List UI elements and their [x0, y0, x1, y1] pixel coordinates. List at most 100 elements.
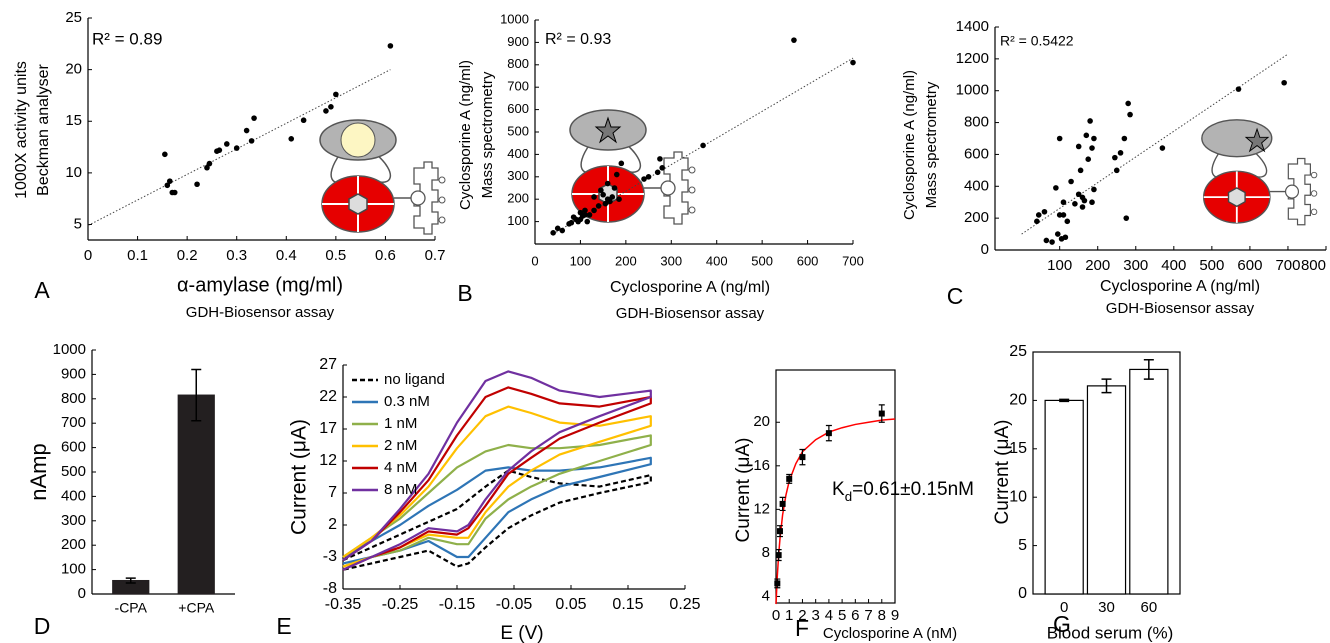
data-point — [1117, 150, 1124, 156]
data-point — [300, 117, 307, 124]
x-tick-label: 100 — [1047, 257, 1072, 274]
cv-curve — [342, 469, 652, 571]
x-tick-label: 1 — [785, 607, 793, 624]
annotation-part: K — [832, 479, 845, 500]
bar — [1044, 399, 1084, 595]
data-point — [1060, 199, 1067, 206]
y-tick-label: 27 — [319, 356, 337, 373]
x-tick-label: 8 — [878, 607, 886, 624]
data-point — [609, 194, 616, 200]
trend-line — [1021, 53, 1289, 235]
data-point — [618, 160, 625, 167]
data-point — [591, 207, 597, 214]
data-point — [791, 37, 797, 43]
y-tick-label: 200 — [507, 191, 529, 206]
data-point — [1054, 231, 1061, 237]
legend-label: 8 nM — [384, 481, 417, 498]
data-point — [1056, 135, 1063, 142]
x-tick-label: 6 — [851, 607, 859, 624]
x-tick-label: -0.25 — [382, 596, 419, 613]
y-tick-label: 200 — [61, 536, 86, 553]
legend-label: 0.3 nM — [384, 393, 430, 410]
annotation-part: =0.61±0.15nM — [852, 479, 974, 500]
y-tick-label: 20 — [753, 413, 770, 430]
y-tick-label: 800 — [507, 56, 529, 71]
data-point — [1077, 167, 1084, 174]
x-tick-label: 0 — [84, 247, 92, 264]
data-point — [248, 138, 255, 144]
y-tick-label: 400 — [61, 487, 86, 504]
data-point — [1035, 212, 1042, 218]
annotation: R² = 0.89 — [92, 29, 162, 48]
x-tick-label: 200 — [1085, 257, 1110, 274]
data-point — [1053, 185, 1059, 191]
y-axis-label: Current (μA) — [733, 438, 754, 543]
y-tick-label: 200 — [964, 209, 989, 226]
x-tick-label: 0.7 — [425, 247, 446, 264]
data-point — [1091, 135, 1097, 142]
cv-curve — [342, 405, 652, 568]
cv-curve — [342, 456, 652, 565]
y-tick-label: 600 — [507, 101, 529, 116]
data-point — [595, 203, 602, 209]
annotation: Kd=0.61±0.15nM — [832, 479, 974, 504]
x-tick-label: -0.15 — [439, 596, 476, 613]
data-point — [602, 200, 609, 207]
panel-label: C — [947, 283, 964, 309]
data-point — [1123, 215, 1130, 221]
x-tick-label: 7 — [864, 607, 872, 624]
bar — [1086, 385, 1127, 595]
x-tick-label: 400 — [706, 253, 728, 268]
y-tick-label: 12 — [753, 500, 770, 517]
x-tick-label: 100 — [570, 253, 592, 268]
x-tick-label: 600 — [797, 253, 819, 268]
y-tick-label: 20 — [65, 61, 82, 78]
y-tick-label: 400 — [964, 177, 989, 194]
x-tick-label: +CPA — [178, 600, 215, 616]
x-tick-label: 0.4 — [276, 247, 297, 264]
panel-label: F — [795, 615, 809, 641]
cv-curve — [342, 434, 652, 568]
x-tick-label: 500 — [1199, 257, 1224, 274]
data-point — [554, 225, 561, 232]
x-tick-label: 400 — [1161, 257, 1186, 274]
data-point — [1068, 178, 1074, 185]
y-tick-label: 1000 — [53, 341, 86, 358]
x-tick-label: 5 — [838, 607, 846, 624]
x-tick-label: 0 — [772, 607, 780, 624]
y-tick-label: 25 — [1009, 343, 1027, 360]
data-point — [598, 187, 604, 194]
ligand-star — [1244, 127, 1270, 153]
data-point — [164, 182, 171, 189]
data-point — [604, 180, 611, 187]
data-point — [582, 207, 588, 214]
data-point — [586, 212, 593, 218]
x-tick-label: -CPA — [115, 600, 148, 616]
x-axis-label: α-amylase (mg/ml) — [177, 274, 343, 296]
y-tick-label: 7 — [328, 484, 337, 501]
x-tick-label: 2 — [798, 607, 806, 624]
data-point — [1079, 204, 1086, 210]
y-tick-label: 12 — [319, 452, 337, 469]
data-point — [1235, 86, 1242, 92]
data-point — [328, 104, 334, 110]
data-point — [607, 198, 613, 205]
data-point — [786, 475, 793, 482]
data-point — [1125, 100, 1131, 107]
data-point — [323, 108, 329, 114]
x-tick-label: 0.1 — [127, 247, 148, 264]
panel-label: E — [276, 613, 291, 639]
data-point — [251, 115, 257, 121]
y-axis-label: nAmp — [26, 443, 51, 500]
y-axis-label: Cyclosporine A (ng/ml) — [901, 70, 918, 220]
trend-line — [87, 69, 391, 226]
legend-label: 4 nM — [384, 459, 417, 476]
panel-label: D — [34, 613, 51, 639]
data-point — [600, 191, 606, 198]
data-point — [171, 189, 178, 196]
data-point — [1072, 201, 1078, 207]
y-axis-label: Mass spectrometry — [479, 71, 496, 198]
data-point — [1075, 191, 1082, 198]
y-tick-label: 4 — [762, 587, 770, 604]
x-tick-label: -0.05 — [496, 596, 533, 613]
